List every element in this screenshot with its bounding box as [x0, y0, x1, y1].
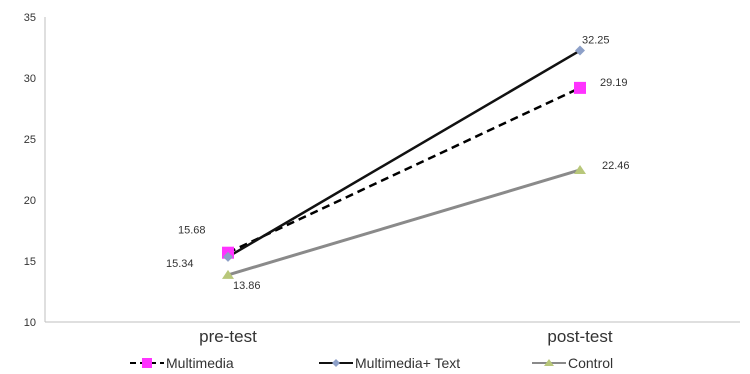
data-point-marker	[575, 45, 585, 56]
legend-marker	[544, 359, 554, 366]
data-point-marker	[223, 251, 233, 262]
data-point-marker	[222, 269, 234, 279]
data-label: 15.68	[178, 225, 206, 237]
data-label: 13.86	[233, 280, 261, 292]
y-tick-label: 20	[24, 195, 36, 207]
series-line	[227, 49, 581, 258]
data-label: 22.46	[602, 160, 630, 172]
data-label: 29.19	[600, 77, 628, 89]
y-tick-label: 35	[24, 12, 36, 24]
data-point-marker	[574, 164, 586, 174]
series-line	[227, 168, 581, 277]
y-tick-label: 25	[24, 134, 36, 146]
legend-label: Multimedia	[166, 355, 234, 371]
data-label: 32.25	[582, 35, 610, 47]
legend-marker	[332, 359, 340, 367]
data-label: 15.34	[166, 258, 194, 270]
y-tick-label: 15	[24, 256, 36, 268]
legend-label: Multimedia+ Text	[355, 355, 460, 371]
legend-label: Control	[568, 355, 613, 371]
data-point-marker	[574, 81, 586, 94]
y-tick-label: 30	[24, 73, 36, 85]
legend-marker	[142, 358, 152, 368]
y-tick-label: 10	[24, 317, 36, 329]
x-tick-label: post-test	[547, 327, 612, 346]
series-line	[227, 86, 581, 254]
x-tick-label: pre-test	[199, 327, 257, 346]
